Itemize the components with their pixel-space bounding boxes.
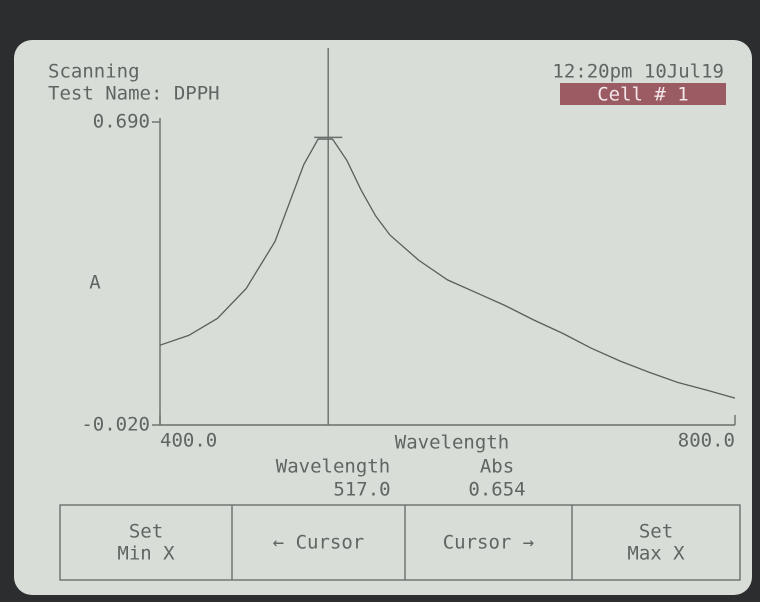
buttons-frame	[59, 504, 741, 581]
softkey[interactable]: Cursor →	[404, 505, 535, 580]
y-tick-label: 0.690	[93, 111, 150, 133]
readout-x: 517.0	[333, 479, 390, 501]
softkey-label: Max X	[627, 543, 685, 565]
cell: Cell # 1	[597, 84, 689, 106]
softkey-label: Cursor →	[443, 532, 535, 554]
y-tick-label: -0.020	[81, 414, 150, 436]
readout-y: 0.654	[468, 479, 525, 501]
softkey-label: Set	[639, 521, 673, 543]
cell-badge	[560, 83, 726, 105]
test-name: Test Name: DPPH	[48, 83, 220, 105]
softkey-label: Min X	[117, 543, 175, 565]
display	[14, 40, 752, 595]
x-axis-label: Wavelength	[395, 432, 509, 454]
datetime: 12:20pm 10Jul19	[552, 61, 724, 83]
y-axis-label: A	[89, 272, 101, 294]
spectrum-line	[159, 138, 736, 399]
readout-y-header: Abs	[480, 456, 514, 478]
x-tick-label: 800.0	[678, 430, 735, 452]
softkey[interactable]: ← Cursor	[231, 505, 365, 580]
x-tick-label: 400.0	[160, 430, 217, 452]
status: Scanning	[48, 61, 140, 83]
readout-x-header: Wavelength	[276, 456, 390, 478]
softkey-label: ← Cursor	[273, 532, 365, 554]
softkey-label: Set	[129, 521, 163, 543]
